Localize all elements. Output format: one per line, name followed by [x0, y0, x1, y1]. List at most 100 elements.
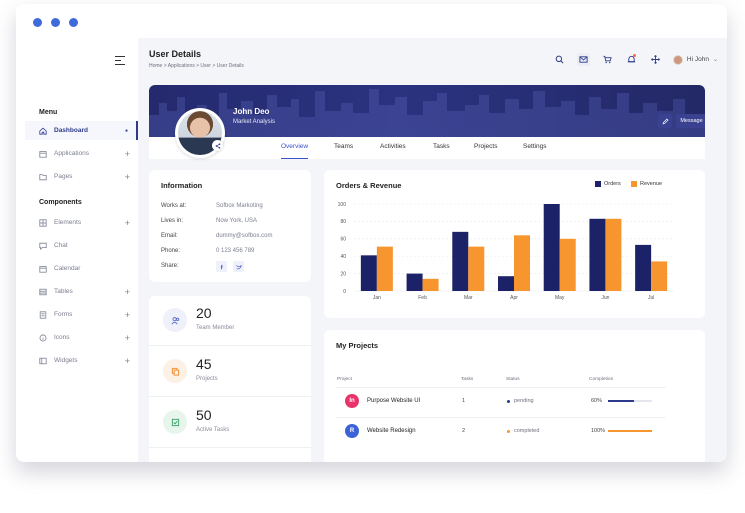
expand-plus-icon[interactable]: + [124, 217, 130, 228]
apps-move-icon[interactable] [649, 53, 662, 66]
bar-revenue [605, 218, 622, 291]
stat-value: 20 [196, 305, 212, 321]
expand-plus-icon[interactable]: + [124, 355, 130, 366]
share-icon[interactable] [212, 140, 223, 151]
bar-orders [543, 204, 560, 291]
sidebar-item-label: Widgets [54, 357, 78, 364]
check-icon [163, 410, 187, 434]
tab-tasks[interactable]: Tasks [433, 143, 450, 150]
twitter-icon[interactable] [233, 261, 244, 272]
cart-icon[interactable] [601, 53, 614, 66]
x-tick-label: May [555, 295, 565, 301]
copy-icon [163, 359, 187, 383]
sidebar-item-applications[interactable]: Applications + [25, 144, 138, 163]
info-label: Share: [161, 263, 179, 269]
info-label: Lives in: [161, 218, 184, 224]
sidebar-item-label: Forms [54, 311, 73, 318]
bar-orders [406, 273, 423, 291]
mail-icon[interactable] [576, 53, 590, 66]
table-row[interactable]: R Website Redesign 2 completed 100% [336, 417, 666, 443]
info-value-phone: 0 123 456 789 [216, 248, 255, 254]
sidebar-item-label: Pages [54, 173, 73, 180]
info-label: Phone: [161, 248, 181, 254]
x-tick-label: Jul [648, 295, 654, 301]
status-text: pending [514, 398, 534, 404]
chevron-down-icon: ⌄ [712, 57, 718, 63]
window-dot-icon[interactable] [33, 18, 42, 27]
sidebar-item-calendar[interactable]: Calendar [25, 259, 138, 278]
column-header: Tasks [461, 377, 474, 382]
expand-plus-icon[interactable]: + [124, 309, 130, 320]
sidebar-item-label: Dashboard [54, 127, 88, 134]
stat-team-members: 20 Team Member [149, 296, 311, 346]
sidebar-section-menu: Menu [39, 109, 58, 116]
sidebar-item-label: Chat [54, 242, 68, 249]
message-button[interactable]: Message [676, 114, 705, 128]
window-dot-icon[interactable] [69, 18, 78, 27]
sidebar-item-widgets[interactable]: Widgets + [25, 351, 138, 370]
column-header: Project [337, 377, 352, 382]
tab-teams[interactable]: Teams [334, 143, 354, 150]
tab-activities[interactable]: Activities [380, 143, 406, 150]
top-toolbar: Hi John ⌄ [553, 53, 727, 66]
expand-plus-icon[interactable]: + [124, 286, 130, 297]
card-title: Information [161, 181, 203, 190]
sidebar-item-label: Elements [54, 219, 82, 226]
sidebar-item-chat[interactable]: Chat [25, 236, 138, 255]
sidebar-item-label: Applications [54, 150, 90, 157]
x-tick-label: Jun [601, 295, 609, 301]
window-dot-icon[interactable] [51, 18, 60, 27]
stat-value: 50 [196, 407, 212, 423]
form-icon [39, 310, 47, 319]
facebook-icon[interactable] [216, 261, 227, 272]
expand-plus-icon[interactable]: + [124, 148, 130, 159]
project-logo-icon: R [345, 424, 359, 438]
expand-plus-icon[interactable]: + [124, 171, 130, 182]
sidebar-item-dashboard[interactable]: Dashboard ● [25, 121, 138, 140]
tab-settings[interactable]: Settings [523, 143, 547, 150]
sidebar-item-pages[interactable]: Pages + [25, 167, 138, 186]
avatar [672, 54, 683, 65]
profile-name: John Deo [233, 107, 270, 116]
sidebar-item-tables[interactable]: Tables + [25, 282, 138, 301]
profile-avatar [175, 108, 225, 158]
stat-value: 45 [196, 356, 212, 372]
table-icon [39, 288, 47, 296]
sidebar-item-icons[interactable]: Icons + [25, 328, 138, 347]
bullet-icon: ● [124, 128, 128, 134]
sidebar-item-label: Tables [54, 288, 73, 295]
bar-revenue [559, 238, 576, 291]
edit-profile-button[interactable] [658, 114, 672, 128]
status-badge: completed [507, 428, 539, 434]
stats-card: 20 Team Member 45 Projects 50 Active Tas… [149, 296, 311, 462]
y-tick-label: 0 [343, 289, 346, 295]
bar-revenue [468, 246, 485, 291]
tab-projects[interactable]: Projects [474, 143, 498, 150]
card-title: My Projects [336, 341, 379, 350]
calendar-icon [39, 150, 47, 158]
expand-plus-icon[interactable]: + [124, 332, 130, 343]
bar-revenue [651, 261, 668, 291]
notification-bell-icon[interactable] [625, 53, 638, 66]
bar-orders [360, 255, 377, 291]
bar-revenue [376, 246, 393, 291]
search-icon[interactable] [553, 53, 566, 66]
menu-toggle-icon[interactable] [115, 56, 125, 66]
legend-revenue: Revenue [631, 181, 662, 187]
window-controls [33, 18, 78, 27]
table-row[interactable]: In Purpose Website UI 1 pending 60% [336, 387, 666, 413]
sidebar: Menu Dashboard ● Applications + Pages + … [25, 38, 138, 462]
sidebar-item-label: Icons [54, 334, 70, 341]
sidebar-item-elements[interactable]: Elements + [25, 213, 138, 232]
info-value-email[interactable]: dummy@sofbox.com [216, 233, 273, 239]
sidebar-item-forms[interactable]: Forms + [25, 305, 138, 324]
stat-projects: 45 Projects [149, 347, 311, 397]
status-text: completed [514, 428, 540, 434]
main-content: User Details Home > Applications > User … [138, 38, 727, 462]
progress-bar [608, 430, 652, 432]
breadcrumb[interactable]: Home > Applications > User > User Detail… [149, 63, 244, 69]
tab-overview[interactable]: Overview [281, 137, 309, 159]
city-skyline-image [149, 89, 705, 137]
user-menu[interactable]: Hi John ⌄ [672, 54, 718, 65]
stat-active-tasks: 50 Active Tasks [149, 398, 311, 448]
